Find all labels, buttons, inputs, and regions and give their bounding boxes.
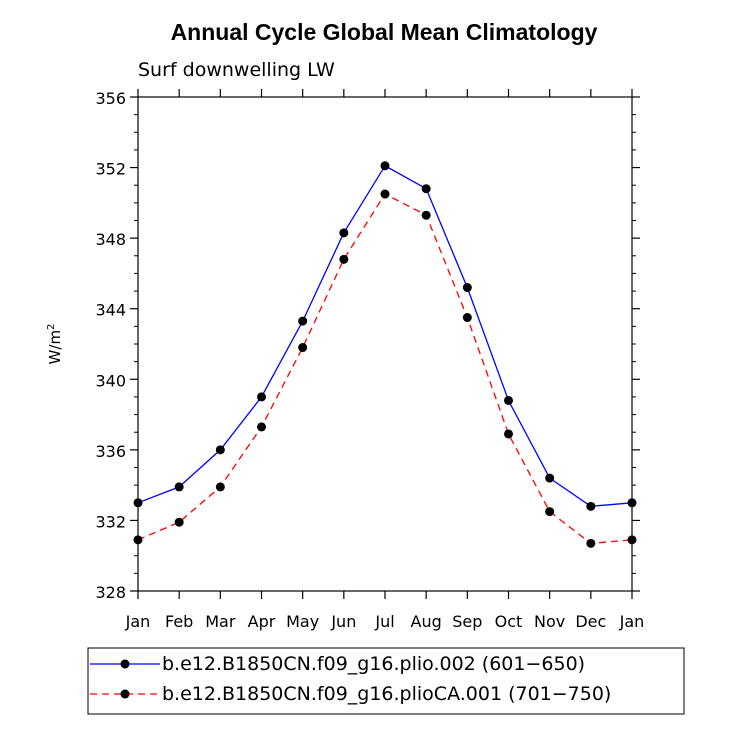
x-tick-label: Jul xyxy=(374,612,394,631)
legend-marker-pliocA xyxy=(120,689,130,699)
data-point-1 xyxy=(545,507,555,517)
data-point-0 xyxy=(298,316,308,326)
x-tick-label: Apr xyxy=(248,612,276,631)
data-point-0 xyxy=(215,445,225,455)
data-point-0 xyxy=(133,498,143,508)
x-tick-label: Oct xyxy=(495,612,523,631)
data-point-1 xyxy=(174,517,184,527)
x-tick-label: May xyxy=(286,612,319,631)
x-tick-label: Dec xyxy=(575,612,606,631)
y-axis-label-text: W/m xyxy=(46,330,64,365)
data-point-1 xyxy=(215,482,225,492)
y-axis-label-superscript: 2 xyxy=(46,324,57,330)
y-tick-label: 348 xyxy=(95,230,126,249)
x-tick-label: Sep xyxy=(452,612,482,631)
chart-subtitle: Surf downwelling LW xyxy=(138,59,335,81)
y-tick-label: 336 xyxy=(95,442,126,461)
y-tick-label: 328 xyxy=(95,583,126,602)
data-point-0 xyxy=(545,473,555,483)
series-line-0 xyxy=(137,164,633,507)
data-point-1 xyxy=(627,535,637,545)
x-tick-label: Jan xyxy=(125,612,151,631)
y-tick-label: 352 xyxy=(95,160,126,179)
x-tick-label: Aug xyxy=(411,612,442,631)
axes: 328 332 336 340 344 348 352 356 Jan Feb Mar Apr May… xyxy=(95,89,644,631)
data-point-1 xyxy=(421,210,431,220)
data-point-0 xyxy=(257,392,266,402)
data-point-1 xyxy=(298,343,308,353)
data-point-1 xyxy=(133,535,143,545)
x-axis: Jan Feb Mar Apr May Jun Jul Aug Sep Oct Nov Dec Jan xyxy=(125,89,645,631)
x-tick-label: Mar xyxy=(205,612,236,631)
data-point-0 xyxy=(421,184,431,194)
x-tick-label: Jun xyxy=(330,612,356,631)
data-point-0 xyxy=(586,501,596,511)
data-point-0 xyxy=(462,283,472,293)
data-point-0 xyxy=(627,498,637,508)
x-tick-label: Nov xyxy=(534,612,565,631)
legend-label-plio: b.e12.B1850CN.f09_g16.plio.002 (601−650) xyxy=(162,653,585,675)
data-point-0 xyxy=(174,482,184,492)
legend-marker-plio xyxy=(120,659,130,669)
x-tick-label: Feb xyxy=(165,612,193,631)
y-tick-label: 344 xyxy=(95,301,126,320)
series-group xyxy=(133,161,637,548)
y-tick-label: 332 xyxy=(95,512,126,531)
legend-label-pliocA: b.e12.B1850CN.f09_g16.plioCA.001 (701−75… xyxy=(162,683,611,705)
data-point-1 xyxy=(257,422,266,432)
data-point-0 xyxy=(504,395,513,405)
data-point-1 xyxy=(380,189,390,199)
y-axis: 328 332 336 340 344 348 352 356 xyxy=(95,89,640,602)
data-point-1 xyxy=(339,254,349,264)
data-point-0 xyxy=(380,161,390,171)
data-point-1 xyxy=(462,313,472,323)
series-line-1 xyxy=(137,193,633,545)
chart-title: Annual Cycle Global Mean Climatology xyxy=(171,19,598,45)
y-tick-label: 356 xyxy=(95,89,126,108)
legend-box xyxy=(87,647,685,715)
x-tick-label: Jan xyxy=(619,612,645,631)
y-tick-label: 340 xyxy=(95,371,126,390)
data-point-0 xyxy=(339,228,349,238)
plot-frame xyxy=(137,96,633,592)
legend: b.e12.B1850CN.f09_g16.plio.002 (601−650)… xyxy=(87,647,685,715)
data-point-1 xyxy=(504,429,513,439)
data-point-1 xyxy=(586,538,596,548)
y-axis-label: W/m2 xyxy=(46,324,64,365)
